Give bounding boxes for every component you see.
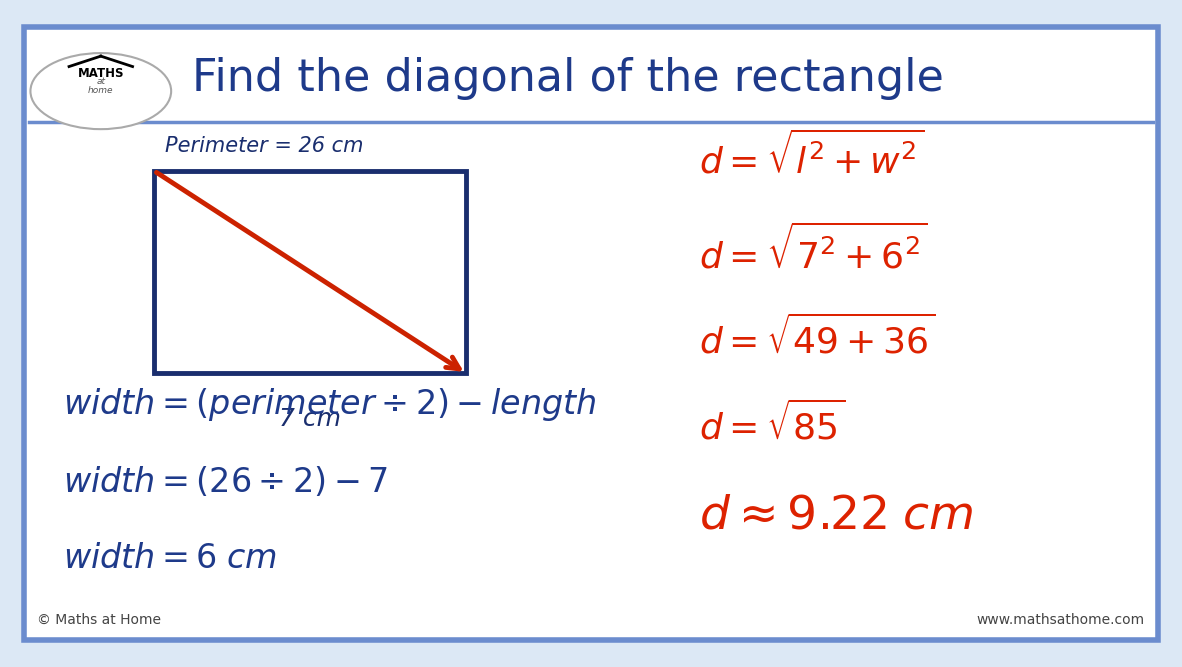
Text: $d = \sqrt{l^2 + w^2}$: $d = \sqrt{l^2 + w^2}$ <box>699 131 924 180</box>
Text: 7 cm: 7 cm <box>279 407 342 431</box>
Text: $d = \sqrt{49 + 36}$: $d = \sqrt{49 + 36}$ <box>699 315 935 360</box>
Text: at: at <box>96 77 105 87</box>
Text: www.mathsathome.com: www.mathsathome.com <box>976 613 1144 627</box>
Text: $width = (perimeter \div 2) - length$: $width = (perimeter \div 2) - length$ <box>64 386 597 423</box>
Bar <box>154 171 466 374</box>
FancyBboxPatch shape <box>24 27 1158 640</box>
Text: $d \approx 9.22\;$cm: $d \approx 9.22\;$cm <box>699 493 973 538</box>
Text: $width = 6\;$cm: $width = 6\;$cm <box>64 542 277 575</box>
Text: $d = \sqrt{7^2 + 6^2}$: $d = \sqrt{7^2 + 6^2}$ <box>699 223 928 275</box>
Text: $width = (26 \div 2) - 7$: $width = (26 \div 2) - 7$ <box>64 466 389 500</box>
Text: © Maths at Home: © Maths at Home <box>38 613 161 627</box>
Text: home: home <box>87 86 113 95</box>
Text: Find the diagonal of the rectangle: Find the diagonal of the rectangle <box>191 57 943 100</box>
Circle shape <box>31 53 171 129</box>
Text: MATHS: MATHS <box>78 67 124 80</box>
Text: $d = \sqrt{85}$: $d = \sqrt{85}$ <box>699 401 845 446</box>
Text: Perimeter = 26 cm: Perimeter = 26 cm <box>165 135 364 155</box>
